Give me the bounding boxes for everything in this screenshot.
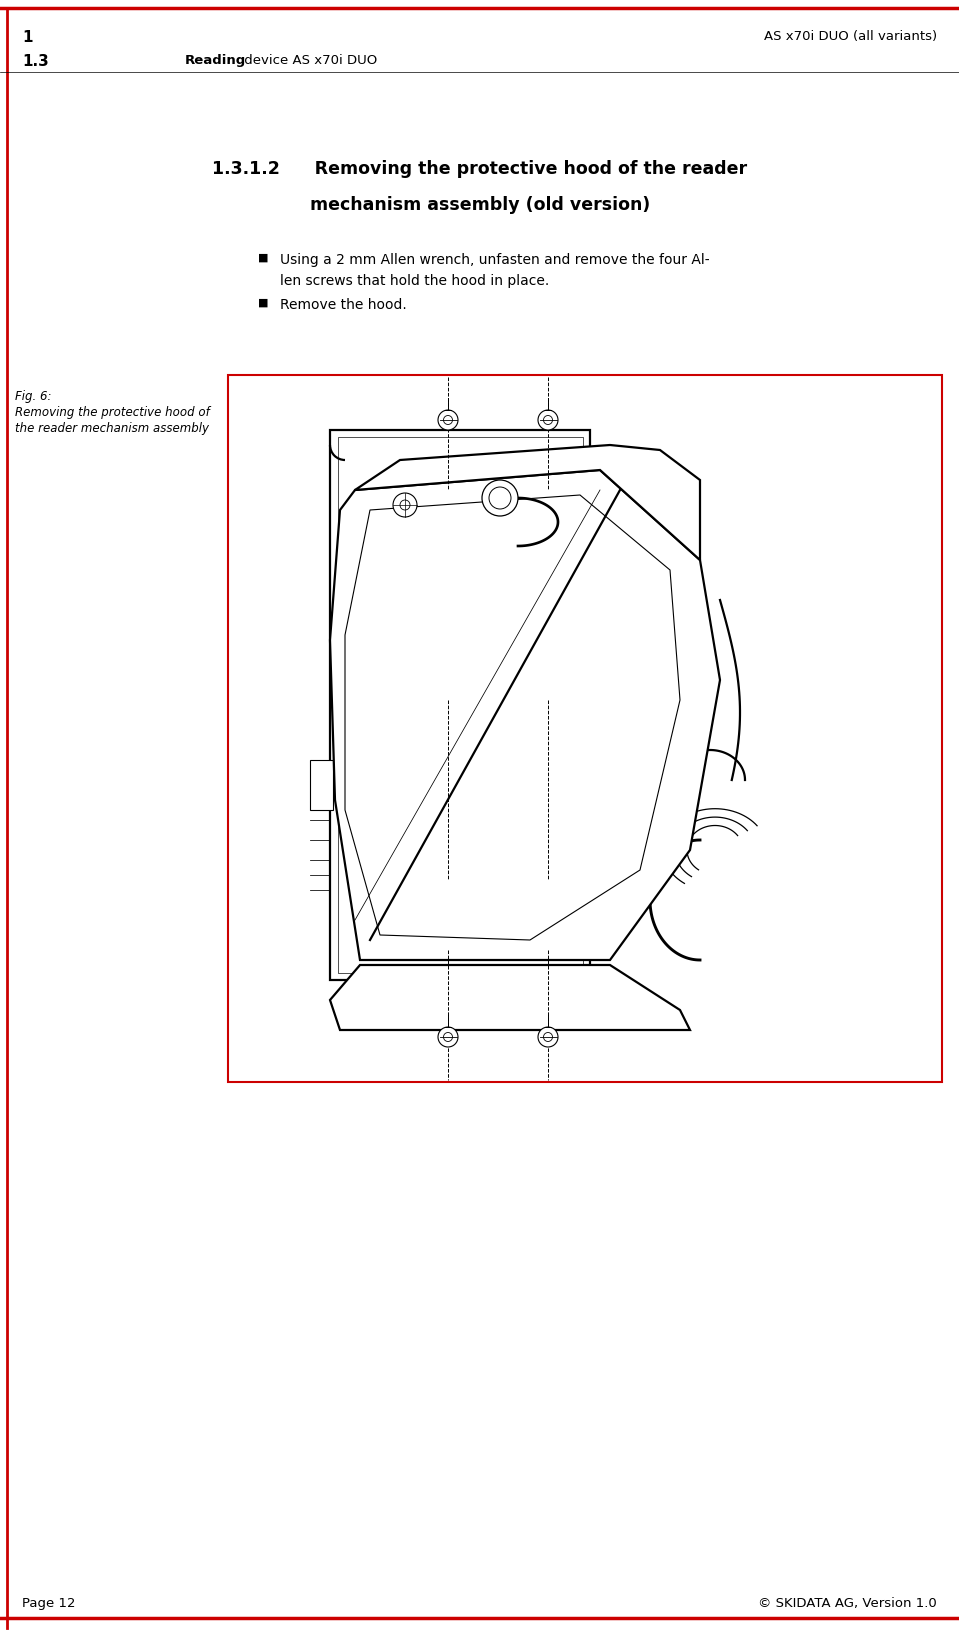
Circle shape [438, 411, 458, 430]
Text: Page 12: Page 12 [22, 1597, 76, 1610]
Text: 1.3: 1.3 [22, 54, 49, 69]
Text: AS x70i DUO (all variants): AS x70i DUO (all variants) [764, 29, 937, 43]
Text: Fig. 6:: Fig. 6: [15, 389, 52, 402]
Text: ■: ■ [258, 254, 269, 263]
Text: 1.3.1.2  Removing the protective hood of the reader: 1.3.1.2 Removing the protective hood of … [213, 160, 748, 178]
Text: 1: 1 [22, 29, 33, 46]
Text: Remove the hood.: Remove the hood. [280, 298, 407, 312]
Circle shape [489, 488, 511, 509]
Text: © SKIDATA AG, Version 1.0: © SKIDATA AG, Version 1.0 [759, 1597, 937, 1610]
Bar [228, 375, 942, 1081]
Polygon shape [310, 761, 333, 810]
Text: device AS x70i DUO: device AS x70i DUO [240, 54, 377, 67]
Circle shape [438, 1027, 458, 1047]
Circle shape [400, 501, 410, 510]
Polygon shape [330, 470, 720, 960]
Text: Removing the protective hood of: Removing the protective hood of [15, 406, 210, 419]
Circle shape [443, 416, 453, 424]
Polygon shape [355, 445, 700, 560]
Text: mechanism assembly (old version): mechanism assembly (old version) [310, 196, 650, 214]
Text: ■: ■ [258, 298, 269, 308]
Circle shape [482, 479, 518, 515]
Circle shape [443, 1032, 453, 1042]
Text: Reading: Reading [185, 54, 246, 67]
Polygon shape [345, 496, 680, 941]
Polygon shape [330, 430, 590, 980]
Circle shape [544, 416, 552, 424]
Text: Using a 2 mm Allen wrench, unfasten and remove the four Al-: Using a 2 mm Allen wrench, unfasten and … [280, 254, 710, 267]
Circle shape [538, 1027, 558, 1047]
Polygon shape [330, 965, 690, 1031]
Text: len screws that hold the hood in place.: len screws that hold the hood in place. [280, 273, 550, 288]
Text: the reader mechanism assembly: the reader mechanism assembly [15, 422, 209, 435]
Circle shape [544, 1032, 552, 1042]
Circle shape [393, 492, 417, 517]
Circle shape [538, 411, 558, 430]
